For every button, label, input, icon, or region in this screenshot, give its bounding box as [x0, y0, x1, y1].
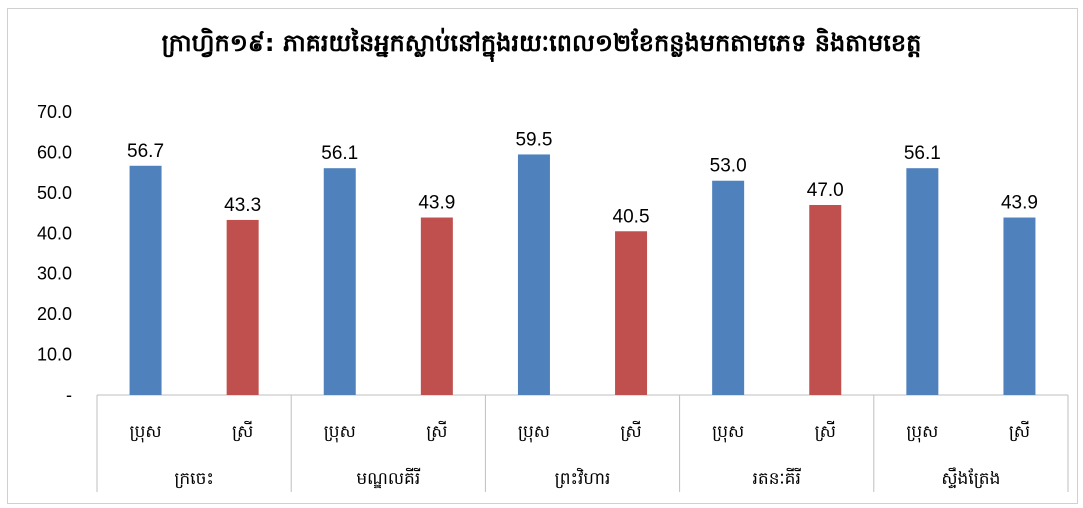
y-tick-label: 20.0 [37, 304, 72, 324]
data-label: 47.0 [807, 180, 844, 201]
province-label: មណ្ឌលគីរី [356, 467, 420, 489]
bar [615, 231, 648, 395]
sex-label: ស្រី [815, 420, 836, 442]
data-label: 43.9 [418, 193, 455, 214]
bar [809, 204, 842, 395]
y-tick-label: 70.0 [37, 102, 72, 122]
bar [129, 165, 162, 395]
sex-label: ស្រី [426, 420, 447, 442]
data-label: 56.1 [321, 143, 358, 164]
y-tick-label: 40.0 [37, 223, 72, 243]
chart-title: ក្រាហ្វិក១៩: ភាគរយនៃអ្នកស្លាប់នៅក្នុងរយៈ… [161, 29, 922, 57]
province-label: ព្រះវិហារ [555, 467, 611, 489]
bar [712, 180, 745, 395]
sex-label: ស្រី [232, 420, 253, 442]
bar [1003, 217, 1036, 395]
data-label: 43.9 [1001, 193, 1038, 214]
sex-label: ប្រុស [130, 422, 162, 443]
sex-label: ស្រី [1009, 420, 1030, 442]
y-tick-label: 60.0 [37, 142, 72, 162]
sex-label: ប្រុស [518, 422, 550, 443]
data-label: 53.0 [710, 156, 747, 177]
sex-label: ប្រុស [324, 422, 356, 443]
bar [517, 154, 550, 395]
bar [226, 219, 259, 395]
data-label: 40.5 [613, 206, 650, 227]
y-tick-label: 30.0 [37, 264, 72, 284]
province-label: ស្ទឹងត្រែង [941, 467, 1000, 489]
bar [906, 168, 939, 395]
data-label: 43.3 [224, 195, 261, 216]
data-label: 56.7 [127, 141, 164, 162]
data-label: 59.5 [515, 129, 552, 150]
y-tick-label: 10.0 [37, 345, 72, 365]
bar [323, 168, 356, 395]
sex-label: ស្រី [620, 420, 641, 442]
province-label: រតនៈគីរី [753, 467, 801, 489]
data-label: 56.1 [904, 143, 941, 164]
province-label: ក្រចេះ [174, 469, 214, 489]
y-tick-label: 50.0 [37, 183, 72, 203]
bar [420, 217, 453, 395]
y-tick-label: - [66, 385, 72, 405]
sex-label: ប្រុស [906, 422, 938, 443]
sex-label: ប្រុស [712, 422, 744, 443]
